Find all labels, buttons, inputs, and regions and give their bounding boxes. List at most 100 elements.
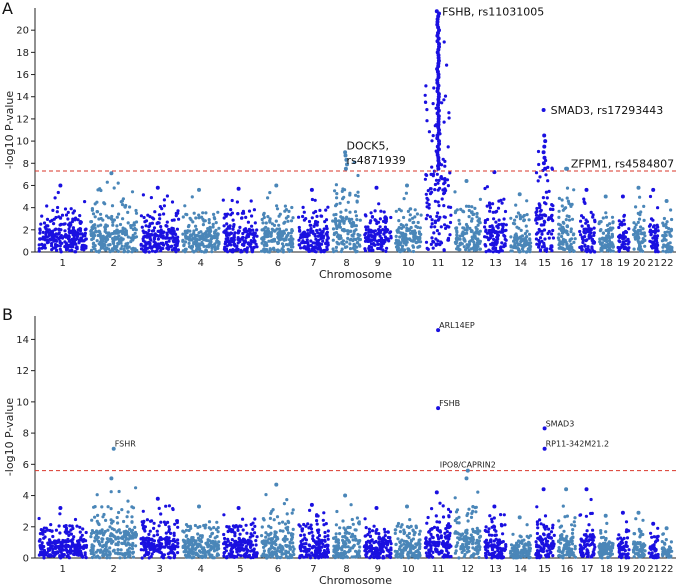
- panel-a-point: [435, 214, 439, 218]
- panel-a-point: [471, 212, 475, 217]
- panel-a-point: [325, 233, 329, 237]
- panel-a-point: [255, 245, 259, 249]
- panel-a-point: [182, 244, 186, 248]
- panel-a-point: [342, 228, 346, 232]
- panel-a-point: [373, 233, 377, 237]
- panel-a-point: [95, 210, 100, 214]
- panel-b-point: [119, 548, 123, 552]
- panel-b-point: [176, 545, 180, 549]
- panel-a-point: [262, 243, 266, 247]
- panel-a-point: [99, 223, 103, 227]
- panel-a-point: [40, 214, 44, 218]
- panel-a-point: [325, 247, 329, 252]
- panel-a-point: [637, 244, 642, 248]
- panel-b-point: [383, 538, 387, 542]
- panel-a-point: [485, 235, 489, 239]
- panel-b-point: [167, 504, 171, 508]
- panel-b-point: [118, 556, 122, 560]
- panel-a-point: [142, 244, 146, 248]
- panel-a-point: [475, 215, 479, 219]
- panel-a-point: [126, 250, 130, 254]
- panel-b-point: [398, 540, 402, 544]
- panel-a-point: [192, 229, 196, 233]
- panel-a-point: [314, 219, 318, 224]
- panel-a-point: [171, 227, 175, 231]
- panel-a-point: [535, 209, 539, 214]
- panel-b-point: [273, 535, 277, 539]
- panel-a-point: [592, 226, 596, 230]
- panel-a-point: [254, 242, 258, 246]
- panel-a-point: [270, 227, 274, 231]
- panel-a-point: [497, 223, 501, 227]
- panel-b-point: [41, 551, 45, 556]
- panel-a-point: [519, 228, 523, 232]
- panel-a-point: [78, 227, 82, 231]
- panel-a-point: [638, 228, 642, 233]
- panel-b-point: [302, 522, 306, 527]
- panel-a-point: [73, 229, 77, 233]
- panel-a-point: [633, 225, 637, 230]
- panel-b-point: [276, 555, 280, 559]
- panel-a-point: [557, 215, 561, 219]
- panel-b-point: [181, 544, 185, 548]
- panel-a-point: [525, 199, 529, 203]
- panel-b-point: [262, 545, 266, 550]
- panel-a-point: [440, 197, 444, 201]
- panel-a-point: [302, 210, 306, 214]
- panel-a-point: [201, 237, 205, 241]
- panel-a-x-tick-label: 14: [514, 258, 527, 269]
- panel-a-point: [544, 214, 548, 218]
- panel-b-point: [209, 541, 213, 545]
- panel-a-signal-point: [436, 158, 441, 163]
- panel-a-point: [455, 226, 459, 230]
- panel-a-point: [665, 230, 670, 234]
- panel-b-point: [381, 550, 385, 554]
- panel-a-point: [494, 246, 498, 250]
- panel-a-point: [53, 196, 57, 200]
- panel-b-point: [159, 520, 163, 524]
- panel-a-point: [408, 218, 412, 222]
- panel-a-peak-point: [603, 194, 608, 199]
- panel-b-point: [322, 511, 326, 515]
- panel-a-point: [584, 218, 588, 222]
- panel-a-point: [544, 158, 548, 163]
- panel-b-point: [51, 541, 55, 545]
- panel-a-point: [364, 228, 368, 232]
- panel-a-point: [167, 227, 171, 232]
- panel-a-point: [181, 215, 185, 219]
- panel-a-point: [51, 208, 55, 212]
- panel-b-point: [434, 514, 438, 518]
- panel-b-point: [431, 555, 435, 559]
- panel-b-point: [429, 532, 433, 537]
- panel-b-point: [321, 551, 325, 556]
- panel-b-point: [464, 534, 468, 538]
- panel-a-point: [150, 216, 154, 220]
- panel-a-point: [224, 237, 228, 241]
- panel-b-point: [465, 546, 469, 550]
- panel-b-point: [153, 546, 157, 550]
- panel-b-point: [417, 555, 421, 559]
- panel-b-point: [332, 548, 336, 552]
- panel-b-point: [469, 533, 473, 537]
- panel-a-point: [597, 222, 601, 226]
- panel-b-point: [334, 532, 338, 536]
- panel-b-point: [164, 538, 168, 543]
- panel-a-point: [550, 166, 554, 170]
- panel-a-point: [664, 250, 668, 254]
- panel-b-point: [96, 548, 100, 552]
- panel-a-point: [93, 223, 97, 227]
- panel-b-point: [443, 531, 447, 536]
- panel-b-point: [386, 530, 390, 534]
- panel-a-point: [547, 236, 551, 240]
- panel-a-point: [399, 241, 403, 245]
- panel-b-point: [435, 520, 439, 524]
- panel-a-peak-point: [374, 185, 379, 190]
- panel-b-point: [406, 550, 410, 555]
- panel-b-point: [447, 514, 451, 518]
- panel-b-point: [314, 546, 318, 550]
- panel-a-point: [547, 189, 551, 193]
- panel-b-point: [40, 541, 44, 545]
- panel-a-point: [538, 175, 542, 179]
- panel-b-point: [297, 523, 301, 527]
- panel-b-point: [42, 526, 47, 530]
